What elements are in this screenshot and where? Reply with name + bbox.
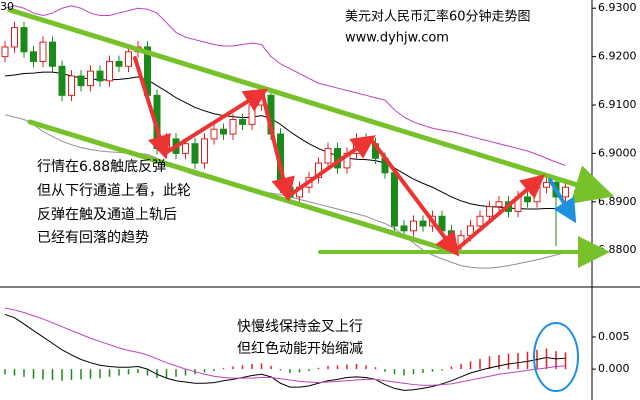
trend-line: [7, 7, 615, 204]
candle-body: [239, 119, 246, 125]
candle-body: [49, 41, 56, 67]
candle-body: [229, 119, 237, 135]
candle-body: [210, 128, 218, 140]
candle-body: [96, 70, 104, 82]
zigzag: [133, 56, 546, 257]
line: [4, 307, 566, 386]
candle-body: [400, 225, 408, 232]
annotation: 已经有回落的趋势: [37, 230, 149, 246]
arrow: [133, 56, 171, 160]
line: [4, 313, 566, 391]
candle-body: [39, 41, 47, 62]
arrow: [368, 136, 460, 257]
y-tick-label: 0.005: [598, 330, 630, 343]
candle-body: [486, 206, 493, 217]
y-tick-label: 6.9200: [598, 50, 637, 63]
candle-body: [248, 104, 256, 125]
candle-body: [324, 148, 332, 164]
candle-body: [106, 60, 113, 82]
trend-line: [27, 119, 458, 255]
candle-body: [410, 220, 417, 232]
candle-body: [562, 186, 569, 198]
candle-body: [58, 65, 66, 96]
annotation: 但红色动能开始缩减: [237, 340, 363, 357]
arrow: [165, 88, 269, 154]
highlight: [533, 322, 579, 392]
y-tick-label: 6.8800: [598, 243, 637, 256]
chart-title: 美元对人民币汇率60分钟走势图: [345, 9, 531, 25]
candle-body: [524, 196, 531, 203]
candle-body: [125, 51, 132, 67]
arrow: [260, 90, 295, 202]
candle-body: [543, 181, 550, 188]
candle-body: [201, 138, 208, 164]
candle-body: [68, 75, 75, 96]
candle-body: [30, 51, 37, 62]
arrow: [288, 135, 376, 197]
annotation: 但从下行通道上看，此轮: [37, 183, 191, 199]
arrow: [548, 178, 577, 224]
y-tick-label: 0.000: [598, 362, 630, 375]
subtitle: www.dyhjw.com: [345, 31, 449, 46]
candle-body: [533, 186, 541, 203]
y-tick-label: 6.9300: [598, 1, 637, 14]
line: [4, 5, 566, 166]
candle-body: [391, 172, 398, 227]
overlay: [7, 7, 615, 392]
candle-body: [77, 75, 85, 87]
annotation: 行情在6.88触底反弹: [37, 159, 166, 175]
candle-body: [315, 162, 322, 179]
candle-body: [87, 70, 94, 87]
annotation: 快慢线保持金叉上行: [237, 318, 363, 335]
y-tick-label: 6.8900: [598, 195, 637, 208]
plot: 6.9300 6.9200 6.9100 6.9000 6.8900 6.8800 0.00…: [1, 1, 637, 391]
corner-label: 30: [0, 0, 14, 13]
candle-body: [11, 27, 18, 48]
candle-body: [115, 60, 123, 67]
y-tick-label: 6.9000: [598, 146, 637, 159]
candle-body: [495, 201, 503, 208]
candle-body: [1, 46, 9, 58]
y-tick-label: 6.9100: [598, 98, 637, 111]
candle-body: [20, 27, 28, 53]
candle-body: [419, 220, 427, 227]
candle-body: [220, 128, 227, 135]
candle-body: [191, 143, 199, 164]
arrow: [454, 174, 546, 252]
candle-body: [476, 215, 484, 227]
candle-body: [182, 143, 189, 154]
annotation: 反弹在触及通道上轨后: [37, 207, 177, 223]
